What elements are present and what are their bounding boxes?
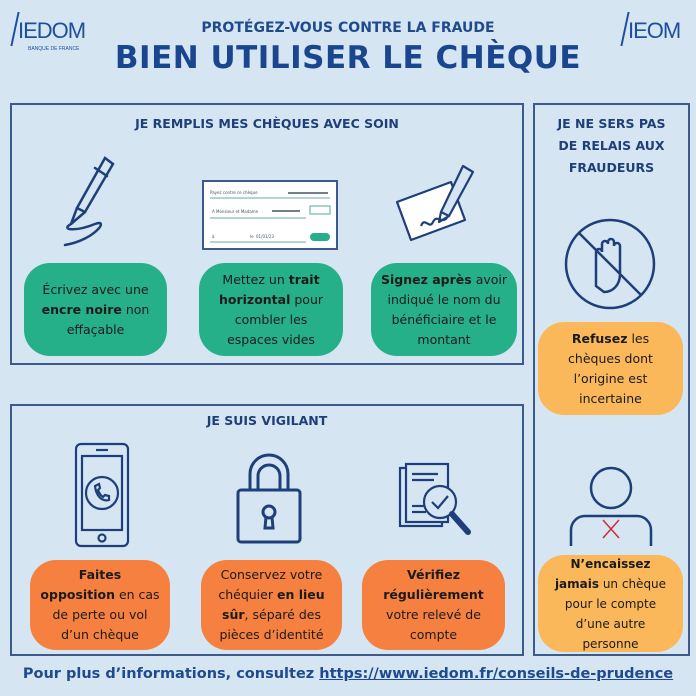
panel-title: JE NE SERS PAS DE RELAIS AUX FRAUDEURS [557, 116, 666, 175]
card-sign-after: Signez après avoir indiqué le nom du bén… [371, 263, 517, 356]
fountain-pen-icon [63, 156, 115, 247]
ieom-logo: IEOM [620, 12, 681, 46]
card-safe-place: Conservez votre chéquier en lieu sûr, sé… [201, 560, 342, 650]
panel-vigilant: JE SUIS VIGILANT [10, 404, 524, 656]
cheque-icon: Payez contre ce chèque A Monsieur et Mad… [202, 180, 338, 250]
svg-text:01/01/23: 01/01/23 [256, 234, 274, 239]
subtitle: PROTÉGEZ-VOUS CONTRE LA FRAUDE [201, 20, 495, 36]
panel-title: JE SUIS VIGILANT [206, 413, 328, 428]
document-check-icon [398, 462, 471, 535]
card-check-statement: Vérifiez régulièrement votre relevé de c… [362, 560, 505, 650]
page-title: BIEN UTILISER LE CHÈQUE [114, 40, 582, 76]
card-black-ink: Écrivez avec une encre noire non effaçab… [24, 263, 167, 356]
phone-call-icon [74, 442, 130, 548]
panel-title: JE REMPLIS MES CHÈQUES AVEC SOIN [135, 116, 399, 131]
person-cross-icon [569, 466, 653, 546]
card-refuse: Refusez les chèques dont l’origine est i… [538, 322, 683, 415]
card-horizontal-line: Mettez un trait horizontal pour combler … [199, 263, 343, 356]
svg-text:à: à [212, 234, 215, 239]
padlock-icon [236, 453, 302, 544]
panel-no-relay: JE NE SERS PAS DE RELAIS AUX FRAUDEURS [533, 103, 690, 656]
iedom-logo: IEDOM BANQUE DE FRANCE [10, 12, 86, 52]
card-opposition: Faites opposition en cas de perte ou vol… [30, 560, 170, 650]
footer: Pour plus d’informations, consultez http… [22, 666, 674, 682]
card-never-cash: N’encaissez jamais un chèque pour le com… [538, 555, 683, 652]
prudence-link[interactable]: https://www.iedom.fr/conseils-de-prudenc… [319, 666, 674, 682]
panel-fill-cheques: JE REMPLIS MES CHÈQUES AVEC SOIN [10, 103, 524, 365]
svg-text:A Monsieur et Madame: A Monsieur et Madame [212, 209, 259, 214]
svg-text:Payez contre ce chèque: Payez contre ce chèque [210, 190, 258, 195]
signing-cheque-icon [395, 164, 475, 242]
svg-text:le: le [250, 234, 254, 239]
stop-hand-icon [564, 218, 656, 310]
